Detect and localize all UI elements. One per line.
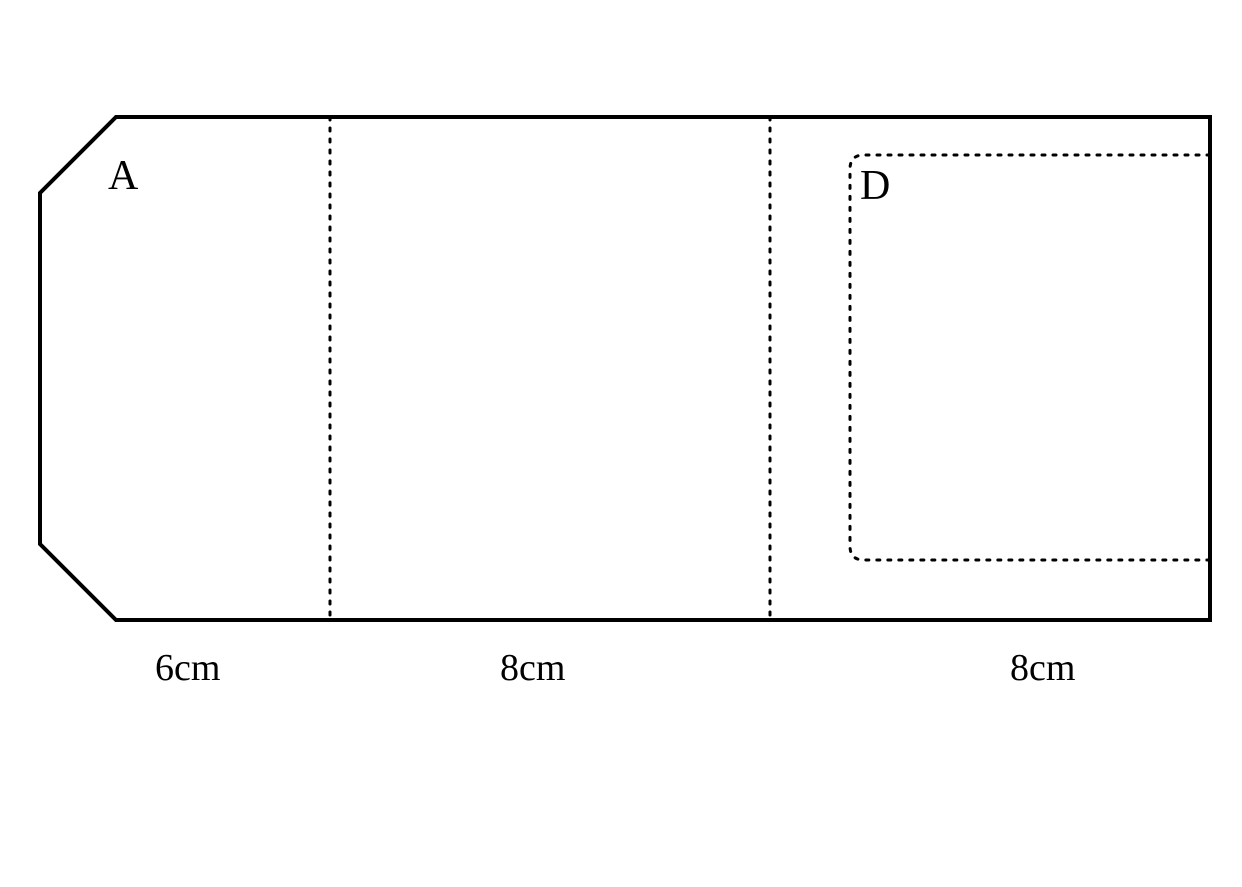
dimension-label-8cm-right: 8cm	[1010, 646, 1075, 690]
diagram-svg	[0, 0, 1242, 887]
dimension-label-6cm: 6cm	[155, 646, 220, 690]
dimension-label-8cm-left: 8cm	[500, 646, 565, 690]
point-label-d: D	[860, 162, 890, 210]
point-label-a: A	[108, 152, 138, 200]
envelope-diagram: A D 6cm 8cm 8cm	[0, 0, 1242, 887]
